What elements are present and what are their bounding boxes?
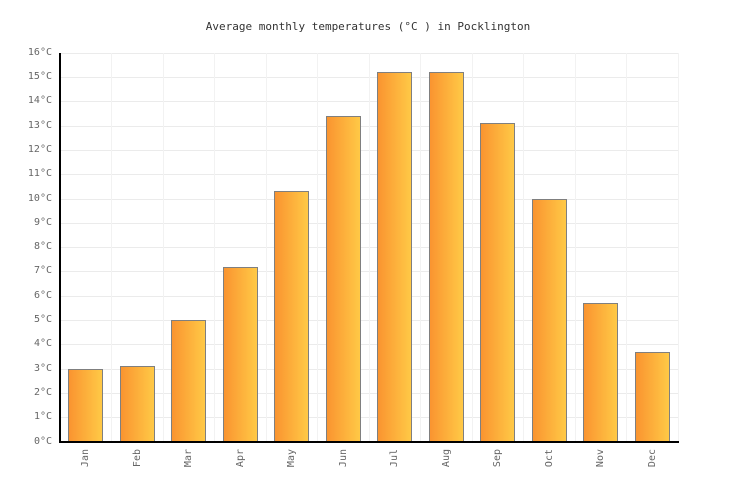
x-axis-label: Oct: [543, 448, 555, 467]
x-axis-label: Nov: [595, 448, 607, 467]
bar-jan: [68, 368, 104, 442]
bar-apr: [222, 266, 258, 442]
y-axis-label: 0°C: [33, 435, 52, 447]
x-axis-label: May: [286, 448, 298, 467]
v-gridline: [677, 52, 679, 442]
y-axis-label: 11°C: [27, 168, 52, 180]
v-gridline: [471, 52, 473, 442]
x-axis-label: Mar: [183, 448, 195, 467]
y-axis-label: 9°C: [33, 216, 52, 228]
y-axis-line: [59, 52, 61, 443]
x-axis-line: [59, 441, 679, 443]
x-axis-label: Jun: [337, 448, 349, 467]
bar-dec: [634, 351, 670, 442]
y-axis-label: 7°C: [33, 265, 52, 277]
y-axis-label: 8°C: [33, 241, 52, 253]
bar-nov: [583, 302, 619, 442]
bar-may: [274, 191, 310, 442]
bar-aug: [428, 72, 464, 442]
v-gridline: [317, 52, 318, 442]
x-axis-label: Sep: [492, 448, 504, 467]
x-axis-label: Dec: [646, 448, 658, 467]
y-axis-label: 15°C: [27, 71, 52, 82]
v-gridline: [523, 52, 524, 442]
v-gridline: [214, 52, 215, 442]
y-axis-label: 10°C: [27, 192, 52, 204]
v-gridline: [111, 52, 112, 442]
y-axis-label: 16°C: [27, 46, 52, 58]
v-gridline: [626, 52, 627, 442]
y-axis-label: 3°C: [33, 362, 52, 374]
chart-title: Average monthly temperatures (°C ) in Po…: [205, 20, 531, 33]
v-gridline: [368, 52, 370, 442]
bar-oct: [531, 198, 567, 442]
x-axis-label: Apr: [234, 448, 246, 467]
y-axis-label: 2°C: [33, 386, 52, 398]
bar-feb: [119, 366, 155, 442]
y-axis-label: 6°C: [33, 289, 52, 301]
y-axis-label: 12°C: [27, 143, 52, 155]
bar-sep: [480, 123, 516, 442]
v-gridline: [162, 52, 164, 442]
y-axis-label: 14°C: [27, 95, 52, 107]
x-axis-label: Aug: [440, 448, 452, 467]
y-axis-label: 4°C: [33, 338, 52, 350]
y-axis-label: 5°C: [33, 314, 52, 325]
bar-mar: [171, 320, 207, 442]
x-axis-label: Jan: [80, 448, 92, 467]
x-axis-label: Jul: [389, 448, 401, 467]
bar-jul: [377, 72, 413, 442]
x-axis-label: Feb: [131, 448, 143, 467]
y-axis-label: 13°C: [27, 119, 52, 131]
v-gridline: [574, 52, 576, 442]
y-axis-label: 1°C: [33, 411, 52, 423]
v-gridline: [265, 52, 267, 442]
bar-jun: [325, 115, 361, 442]
v-gridline: [420, 52, 421, 442]
